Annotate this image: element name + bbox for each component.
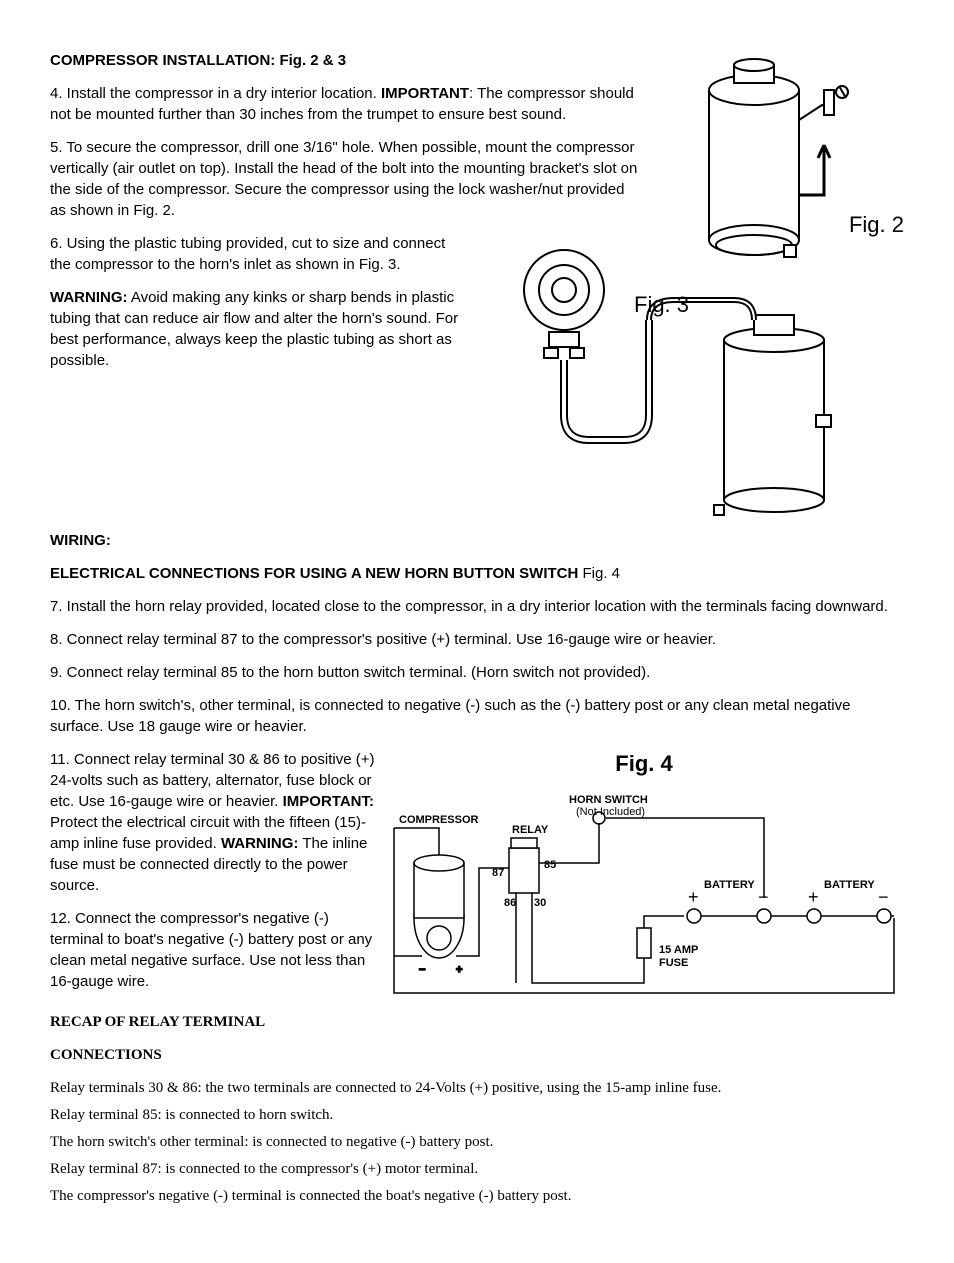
label-relay: RELAY [512, 824, 549, 836]
step11-warning: WARNING: [221, 835, 299, 852]
label-horn-switch: HORN SWITCH [569, 794, 648, 806]
recap-p5: The compressor's negative (-) terminal i… [50, 1186, 904, 1207]
warning-label: WARNING: [50, 289, 128, 306]
recap-section: RECAP OF RELAY TERMINAL CONNECTIONS Rela… [50, 1012, 904, 1207]
fig4-label: Fig. 4 [384, 749, 904, 780]
fig2-icon [674, 50, 874, 270]
label-86: 86 [504, 897, 516, 909]
step-9: 9. Connect relay terminal 85 to the horn… [50, 662, 904, 683]
step-10: 10. The horn switch's, other terminal, i… [50, 695, 904, 737]
step-12: 12. Connect the compressor's negative (-… [50, 908, 380, 992]
compressor-installation-section: COMPRESSOR INSTALLATION: Fig. 2 & 3 4. I… [50, 50, 904, 520]
recap-h1: RECAP OF RELAY TERMINAL [50, 1012, 904, 1033]
step-4: 4. Install the compressor in a dry inter… [50, 83, 640, 125]
svg-text:+: + [808, 887, 819, 907]
step-6: 6. Using the plastic tubing provided, cu… [50, 233, 470, 275]
figure-2: Fig. 2 [674, 50, 904, 270]
step4-a: 4. Install the compressor in a dry inter… [50, 85, 381, 102]
label-compressor: COMPRESSOR [399, 814, 479, 826]
heading-rest: Fig. 2 & 3 [275, 52, 346, 69]
label-30: 30 [534, 897, 546, 909]
step-5: 5. To secure the compressor, drill one 3… [50, 137, 640, 221]
label-87: 87 [492, 867, 504, 879]
wiring-heading: WIRING: [50, 530, 904, 551]
recap-p1: Relay terminals 30 & 86: the two termina… [50, 1078, 904, 1099]
label-fuse-1: 15 AMP [659, 944, 698, 956]
step-8: 8. Connect relay terminal 87 to the comp… [50, 629, 904, 650]
fig3-label: Fig. 3 [634, 290, 689, 321]
step-11: 11. Connect relay terminal 30 & 86 to po… [50, 749, 380, 896]
wiring-sub-rest: Fig. 4 [578, 565, 620, 582]
label-85: 85 [544, 859, 556, 871]
recap-p3: The horn switch's other terminal: is con… [50, 1132, 904, 1153]
fig3-icon [504, 240, 844, 530]
recap-h2: CONNECTIONS [50, 1045, 904, 1066]
warning-1: WARNING: Avoid making any kinks or sharp… [50, 287, 470, 371]
fig4-wiring-diagram-icon: − + 87 85 86 30 [384, 788, 904, 1008]
wiring-section: WIRING: ELECTRICAL CONNECTIONS FOR USING… [50, 530, 904, 737]
wiring-sub-bold: ELECTRICAL CONNECTIONS FOR USING A NEW H… [50, 565, 578, 582]
step-7: 7. Install the horn relay provided, loca… [50, 596, 904, 617]
fig2-label: Fig. 2 [849, 210, 904, 241]
step4-important: IMPORTANT [381, 85, 469, 102]
svg-text:+: + [688, 887, 699, 907]
wiring-subheading: ELECTRICAL CONNECTIONS FOR USING A NEW H… [50, 563, 904, 584]
label-fuse-2: FUSE [659, 957, 688, 969]
figure-4: Fig. 4 − + [384, 749, 904, 1008]
svg-text:−: − [419, 964, 425, 976]
recap-p2: Relay terminal 85: is connected to horn … [50, 1105, 904, 1126]
step11-important: IMPORTANT: [283, 793, 374, 810]
label-battery-1: BATTERY [704, 879, 755, 891]
heading-bold: COMPRESSOR INSTALLATION: [50, 52, 275, 69]
svg-text:−: − [758, 887, 769, 907]
recap-p4: Relay terminal 87: is connected to the c… [50, 1159, 904, 1180]
svg-text:+: + [456, 964, 462, 976]
label-horn-sub: (Not Included) [576, 806, 645, 818]
fig4-section: 11. Connect relay terminal 30 & 86 to po… [50, 749, 904, 992]
label-battery-2: BATTERY [824, 879, 875, 891]
figure-3: Fig. 3 [504, 240, 844, 530]
svg-text:−: − [878, 887, 889, 907]
